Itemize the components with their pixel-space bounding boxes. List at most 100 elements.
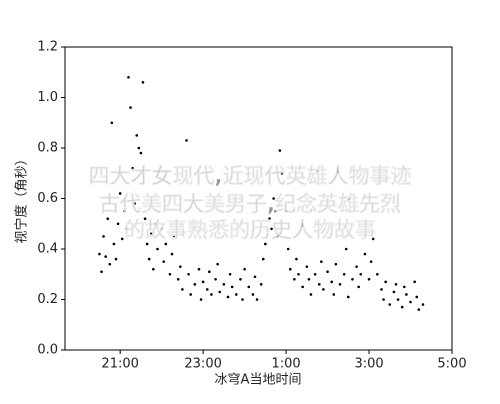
- point: [317, 283, 321, 286]
- point: [272, 197, 275, 200]
- point: [170, 252, 174, 256]
- point: [330, 280, 334, 284]
- point: [145, 242, 149, 246]
- point: [181, 288, 184, 291]
- point: [116, 222, 120, 226]
- point: [241, 298, 244, 301]
- point: [307, 278, 311, 281]
- point: [185, 139, 188, 142]
- point: [359, 272, 363, 276]
- point: [369, 260, 373, 263]
- point: [334, 262, 338, 266]
- point: [270, 227, 273, 231]
- y-tick-label: 0.2: [37, 292, 58, 307]
- point: [280, 171, 284, 175]
- point: [108, 262, 112, 266]
- plot-area: [98, 76, 425, 311]
- point: [197, 267, 201, 271]
- point: [394, 283, 398, 286]
- point: [201, 280, 205, 284]
- point: [351, 278, 354, 281]
- point: [326, 270, 329, 274]
- point: [164, 242, 168, 246]
- point: [396, 298, 400, 301]
- point: [226, 295, 230, 299]
- x-tick-label: 1:00: [271, 357, 300, 372]
- point: [276, 235, 280, 238]
- point: [187, 272, 190, 276]
- point: [243, 267, 246, 271]
- y-tick-label: 0.0: [37, 343, 58, 358]
- y-tick-label: 0.4: [37, 242, 58, 257]
- point: [127, 76, 130, 79]
- point: [297, 272, 300, 276]
- point: [216, 262, 219, 266]
- point: [305, 265, 309, 268]
- point: [189, 293, 192, 296]
- point: [268, 217, 271, 220]
- point: [162, 260, 166, 263]
- point: [112, 242, 116, 246]
- point: [156, 247, 159, 251]
- point: [199, 298, 203, 301]
- point: [309, 293, 313, 296]
- watermark: 四大才女现代,近现代英雄人物事迹: [89, 164, 412, 188]
- point: [384, 280, 387, 284]
- point: [102, 235, 105, 238]
- point: [413, 280, 416, 284]
- x-tick-label: 5:00: [437, 357, 466, 372]
- point: [210, 293, 213, 296]
- point: [313, 272, 317, 276]
- point: [286, 247, 290, 251]
- y-tick-label: 0.8: [37, 141, 58, 156]
- x-tick-label: 23:00: [184, 357, 221, 372]
- point: [347, 295, 350, 299]
- point: [363, 252, 367, 256]
- point: [288, 267, 292, 271]
- point: [110, 121, 114, 125]
- point: [382, 298, 385, 301]
- point: [259, 283, 263, 286]
- y-tick-label: 0.6: [37, 191, 58, 206]
- point: [114, 257, 118, 261]
- point: [120, 237, 124, 241]
- point: [421, 303, 425, 306]
- y-tick-label: 1.0: [37, 90, 58, 105]
- point: [104, 255, 107, 258]
- point: [143, 217, 147, 220]
- point: [168, 272, 172, 276]
- watermark: 古代美四大美男子,纪念英雄先烈: [99, 192, 401, 216]
- point: [139, 151, 143, 155]
- point: [154, 222, 157, 226]
- point: [100, 270, 103, 274]
- point: [106, 217, 110, 220]
- point: [239, 278, 242, 281]
- point: [344, 247, 348, 251]
- watermark: 的故事熟悉的历史人物故事: [124, 218, 376, 242]
- point: [253, 275, 257, 279]
- point: [235, 293, 238, 296]
- point: [137, 146, 141, 150]
- point: [295, 257, 298, 261]
- point: [149, 232, 153, 236]
- point: [133, 202, 136, 205]
- point: [129, 106, 132, 109]
- point: [371, 237, 375, 241]
- point: [400, 305, 404, 309]
- point: [208, 270, 211, 274]
- point: [135, 134, 139, 137]
- point: [214, 278, 217, 281]
- point: [193, 283, 197, 286]
- point: [301, 285, 304, 289]
- point: [261, 257, 265, 261]
- point: [380, 288, 383, 291]
- point: [388, 303, 392, 306]
- point: [131, 166, 134, 170]
- point: [230, 285, 234, 289]
- y-tick-label: 1.2: [37, 40, 58, 55]
- point: [222, 283, 226, 286]
- point: [152, 267, 155, 271]
- point: [293, 278, 296, 281]
- point: [218, 290, 222, 294]
- point: [392, 290, 396, 294]
